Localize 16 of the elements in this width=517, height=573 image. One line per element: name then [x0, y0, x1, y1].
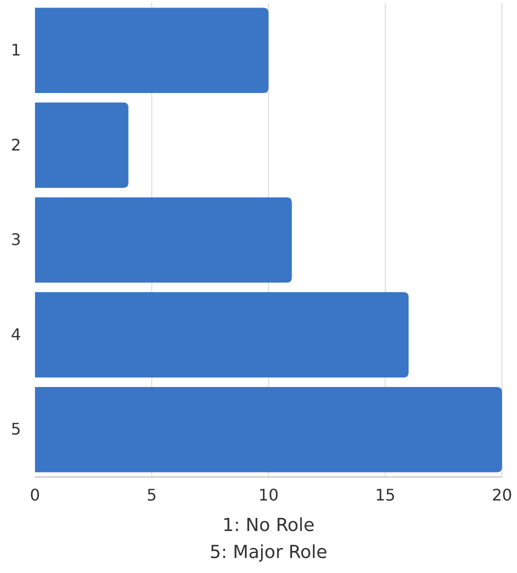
y-tick-label: 2	[10, 135, 21, 154]
x-axis-title: 1: No Role 5: Major Role	[210, 515, 328, 563]
bar	[35, 102, 128, 188]
bar	[35, 197, 292, 283]
y-tick-label: 1	[10, 40, 21, 60]
x-tick-label: 20	[492, 485, 512, 504]
bar	[35, 8, 268, 94]
x-tick-label: 0	[30, 485, 40, 504]
y-tick-label: 3	[10, 230, 21, 250]
x-tick-label: 15	[375, 485, 396, 504]
x-tick-label: 5	[146, 485, 157, 504]
bar	[35, 292, 409, 378]
bar	[35, 386, 502, 472]
y-tick-label: 4	[10, 324, 21, 344]
x-tick-label: 10	[258, 485, 279, 504]
y-tick-label: 5	[10, 420, 21, 439]
